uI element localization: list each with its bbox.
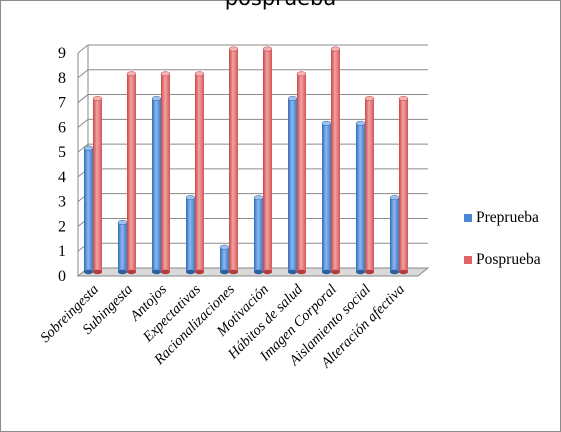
bar-posprueba-4: [194, 71, 205, 275]
y-tick-label: 4: [58, 169, 66, 186]
legend-item-preprueba: Preprueba: [464, 197, 541, 239]
legend-item-posprueba: Posprueba: [464, 239, 541, 281]
gridline-side: [77, 118, 89, 128]
gridline-side: [77, 44, 89, 54]
bar-preprueba-2: [117, 219, 128, 275]
legend: Preprueba Posprueba: [464, 197, 541, 281]
bar-preprueba-1: [83, 145, 94, 275]
bar-preprueba-7: [287, 96, 298, 275]
legend-swatch-preprueba: [464, 214, 472, 222]
gridline-side: [77, 94, 89, 103]
bar-preprueba-4: [185, 195, 196, 275]
bar-preprueba-10: [389, 195, 400, 275]
y-tick-label: 0: [58, 268, 66, 285]
y-tick-label: 6: [58, 119, 66, 136]
gridline-side: [77, 143, 89, 153]
bar-posprueba-7: [296, 71, 307, 275]
bar-posprueba-3: [160, 71, 171, 275]
y-tick-label: 5: [58, 144, 66, 161]
chart-title: posprueba: [0, 0, 561, 10]
y-tick-label: 9: [58, 45, 66, 62]
bar-posprueba-2: [126, 71, 137, 275]
y-tick-label: 3: [58, 194, 66, 211]
bar-posprueba-5: [228, 46, 239, 275]
gridline-side: [77, 69, 89, 79]
bars: [83, 46, 409, 275]
y-tick-label: 8: [58, 70, 66, 87]
bar-preprueba-5: [219, 244, 230, 275]
x-axis-ticks: SobreingestaSubingestaAntojosExpectativa…: [37, 281, 407, 372]
legend-label-posprueba: Posprueba: [476, 251, 541, 268]
bar-posprueba-6: [262, 46, 273, 275]
legend-swatch-posprueba: [464, 256, 472, 264]
bar-posprueba-10: [398, 96, 409, 275]
y-tick-label: 7: [58, 95, 66, 112]
bar-posprueba-9: [364, 96, 375, 275]
bar-posprueba-8: [330, 46, 341, 275]
bar-preprueba-8: [321, 120, 332, 275]
legend-label-preprueba: Preprueba: [476, 209, 539, 226]
bar-preprueba-3: [151, 96, 162, 275]
bar-preprueba-9: [355, 120, 366, 275]
y-axis-ticks: 0 1 2 3 4 5 6 7 8 9: [58, 45, 66, 285]
y-tick-label: 1: [58, 243, 66, 260]
bar-posprueba-1: [92, 96, 103, 275]
y-tick-label: 2: [58, 218, 66, 235]
bar-preprueba-6: [253, 195, 264, 275]
